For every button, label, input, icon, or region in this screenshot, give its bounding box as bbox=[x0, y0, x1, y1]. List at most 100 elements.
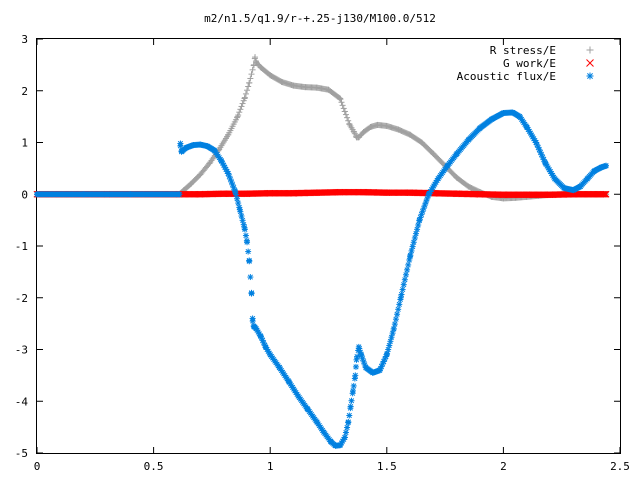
data-point bbox=[410, 239, 417, 246]
data-point bbox=[341, 434, 348, 441]
data-point bbox=[551, 175, 558, 182]
data-point bbox=[320, 429, 327, 436]
data-point bbox=[352, 372, 359, 379]
data-point bbox=[360, 129, 367, 136]
data-point bbox=[339, 102, 346, 109]
data-point bbox=[351, 129, 358, 136]
data-point bbox=[465, 183, 472, 190]
data-point bbox=[239, 100, 246, 107]
data-point bbox=[302, 84, 309, 91]
data-point bbox=[395, 126, 402, 133]
data-point bbox=[362, 364, 369, 371]
data-point bbox=[577, 183, 584, 190]
data-point bbox=[591, 167, 598, 174]
data-point bbox=[245, 83, 252, 90]
data-point bbox=[348, 397, 355, 404]
data-point bbox=[344, 424, 351, 431]
data-point bbox=[500, 191, 507, 199]
data-point bbox=[401, 276, 408, 283]
data-point bbox=[338, 99, 345, 106]
legend-key bbox=[586, 46, 594, 54]
data-point bbox=[404, 266, 411, 273]
data-point bbox=[183, 144, 190, 151]
data-point bbox=[313, 189, 321, 197]
data-point bbox=[344, 114, 351, 121]
data-point bbox=[369, 369, 376, 376]
data-point bbox=[415, 222, 422, 229]
data-point bbox=[243, 190, 251, 198]
data-point bbox=[412, 230, 419, 237]
data-point bbox=[570, 187, 577, 194]
data-point bbox=[425, 191, 432, 198]
data-point bbox=[235, 200, 242, 207]
data-point bbox=[383, 189, 391, 197]
data-point bbox=[342, 429, 349, 436]
data-point bbox=[397, 294, 404, 301]
data-point bbox=[266, 189, 274, 197]
data-point bbox=[383, 122, 390, 129]
data-point bbox=[80, 191, 87, 198]
data-point bbox=[295, 393, 302, 400]
data-point bbox=[241, 224, 248, 231]
data-point bbox=[204, 143, 211, 150]
data-point bbox=[253, 59, 260, 66]
data-point bbox=[602, 190, 610, 198]
data-point bbox=[247, 75, 254, 82]
data-point bbox=[418, 139, 425, 146]
data-point bbox=[358, 351, 365, 358]
data-point bbox=[345, 117, 352, 124]
data-point bbox=[390, 325, 397, 332]
data-point bbox=[278, 78, 285, 85]
data-point bbox=[598, 164, 605, 171]
x-tick-label: 0.5 bbox=[144, 460, 164, 473]
data-point bbox=[421, 202, 428, 209]
data-point bbox=[244, 87, 251, 94]
data-point bbox=[408, 247, 415, 254]
data-point bbox=[337, 442, 344, 449]
data-point bbox=[239, 217, 246, 224]
data-point bbox=[405, 261, 412, 268]
data-point bbox=[396, 301, 403, 308]
data-point bbox=[376, 367, 383, 374]
data-point bbox=[406, 189, 414, 197]
data-point bbox=[523, 123, 530, 130]
data-point bbox=[242, 90, 249, 97]
data-point bbox=[374, 121, 381, 128]
y-tick-label: -2 bbox=[15, 292, 28, 305]
data-point bbox=[414, 226, 421, 233]
data-point bbox=[290, 189, 297, 197]
data-marks bbox=[33, 54, 610, 449]
x-tick-label: 2 bbox=[500, 460, 507, 473]
y-tick-label: 0 bbox=[21, 188, 28, 201]
data-point bbox=[416, 217, 423, 224]
data-point bbox=[177, 140, 184, 147]
data-point bbox=[248, 290, 255, 297]
data-point bbox=[340, 105, 347, 112]
data-point bbox=[444, 162, 451, 169]
data-point bbox=[352, 363, 359, 370]
data-point bbox=[561, 185, 568, 192]
data-point bbox=[346, 121, 353, 128]
data-point bbox=[225, 131, 232, 138]
data-point bbox=[304, 406, 311, 413]
data-point bbox=[345, 418, 352, 425]
data-point bbox=[409, 243, 416, 250]
data-point bbox=[603, 162, 610, 169]
data-point bbox=[267, 72, 274, 79]
data-point bbox=[435, 175, 442, 182]
data-point bbox=[350, 382, 357, 389]
data-point bbox=[523, 191, 531, 199]
data-point bbox=[196, 190, 204, 198]
data-point bbox=[465, 136, 472, 143]
data-point bbox=[337, 95, 344, 102]
data-point bbox=[127, 191, 134, 198]
data-point bbox=[336, 94, 343, 101]
y-tick-label: -4 bbox=[15, 395, 29, 408]
data-point bbox=[395, 306, 402, 313]
plot-frame bbox=[36, 38, 621, 454]
data-point bbox=[360, 188, 367, 196]
data-point bbox=[225, 170, 232, 177]
y-tick-label: 1 bbox=[21, 137, 28, 150]
data-point bbox=[453, 150, 460, 157]
